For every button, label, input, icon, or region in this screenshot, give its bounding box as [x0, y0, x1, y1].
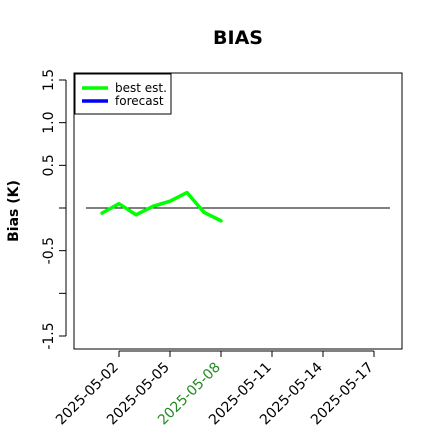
- legend: best est.forecast: [74, 73, 172, 115]
- legend-label: forecast: [115, 94, 164, 108]
- y-tick-label: 1.5: [41, 69, 57, 91]
- legend-box: [74, 73, 172, 115]
- series-group: [100, 190, 223, 223]
- legend-label: best est.: [115, 81, 167, 95]
- plot-frame: [73, 72, 403, 350]
- y-tick-label: -0.5: [41, 237, 57, 264]
- chart-title: BIAS: [213, 27, 263, 49]
- y-axis: -1.5 -0.5 0.5 1.0 1.5: [41, 69, 67, 350]
- y-axis-label: Bias (K): [6, 180, 22, 242]
- x-axis: 2025-05-022025-05-052025-05-082025-05-11…: [53, 350, 377, 428]
- y-tick-label: 1.0: [41, 112, 57, 134]
- y-tick-label: 0.5: [41, 154, 57, 176]
- y-tick-label: -1.5: [41, 322, 57, 349]
- series-line: [100, 190, 223, 223]
